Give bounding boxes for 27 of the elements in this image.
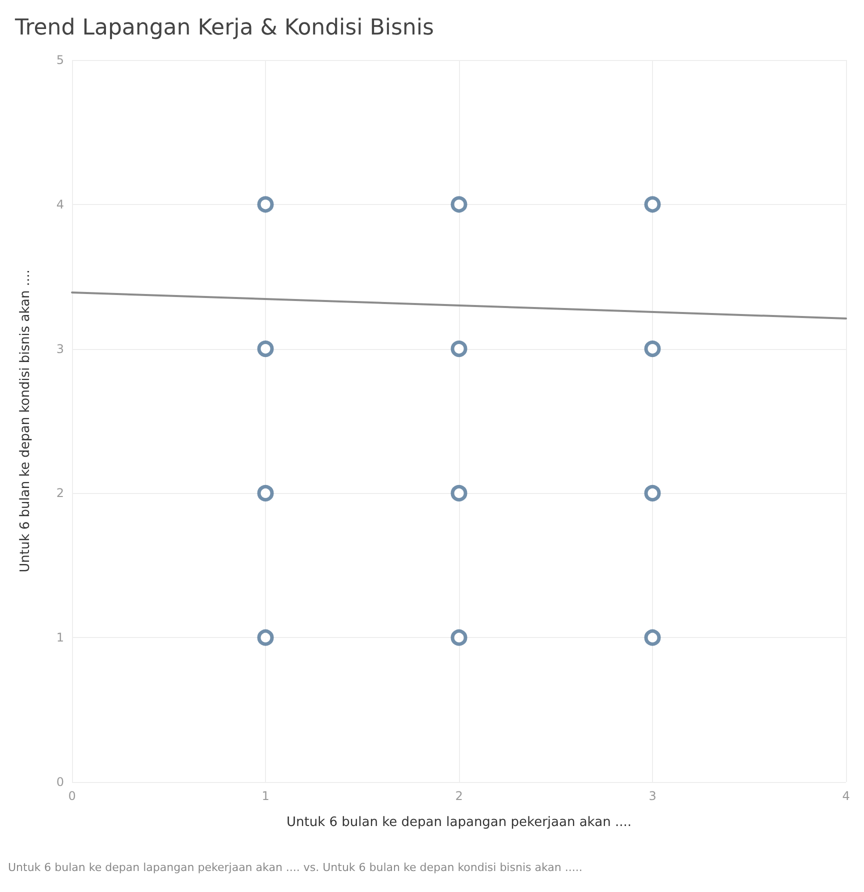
point — [450, 629, 468, 646]
point — [257, 629, 274, 646]
point — [644, 484, 661, 502]
x-tick-label: 0 — [68, 789, 76, 803]
x-axis-title: Untuk 6 bulan ke depan lapangan pekerjaan akan .... — [286, 815, 632, 830]
point — [644, 340, 661, 358]
point — [257, 484, 274, 502]
y-tick-label: 0 — [56, 775, 64, 789]
point — [257, 196, 274, 213]
x-tick-label: 4 — [842, 789, 850, 803]
text: Untuk 6 bulan ke depan lapangan pekerjaan akan .... vs. Untuk 6 bulan ke depan kondisi bisnis akan ..... — [8, 861, 582, 874]
y-tick-label: 5 — [56, 53, 64, 67]
y-axis-title: Untuk 6 bulan ke depan kondisi bisnis akan .... — [18, 270, 33, 572]
x-tick-label: 1 — [262, 789, 270, 803]
x-tick-label: 3 — [648, 789, 656, 803]
point — [644, 196, 661, 213]
chart-title: Trend Lapangan Kerja & Kondisi Bisnis — [14, 16, 434, 40]
point — [450, 484, 468, 502]
y-tick-label: 3 — [56, 342, 64, 356]
point — [450, 196, 468, 213]
point — [257, 340, 274, 358]
point — [644, 629, 661, 646]
y-tick-label: 2 — [56, 486, 64, 500]
x-tick-label: 2 — [455, 789, 463, 803]
y-tick-label: 4 — [56, 197, 64, 212]
point — [450, 340, 468, 358]
y-tick-label: 1 — [56, 630, 64, 645]
